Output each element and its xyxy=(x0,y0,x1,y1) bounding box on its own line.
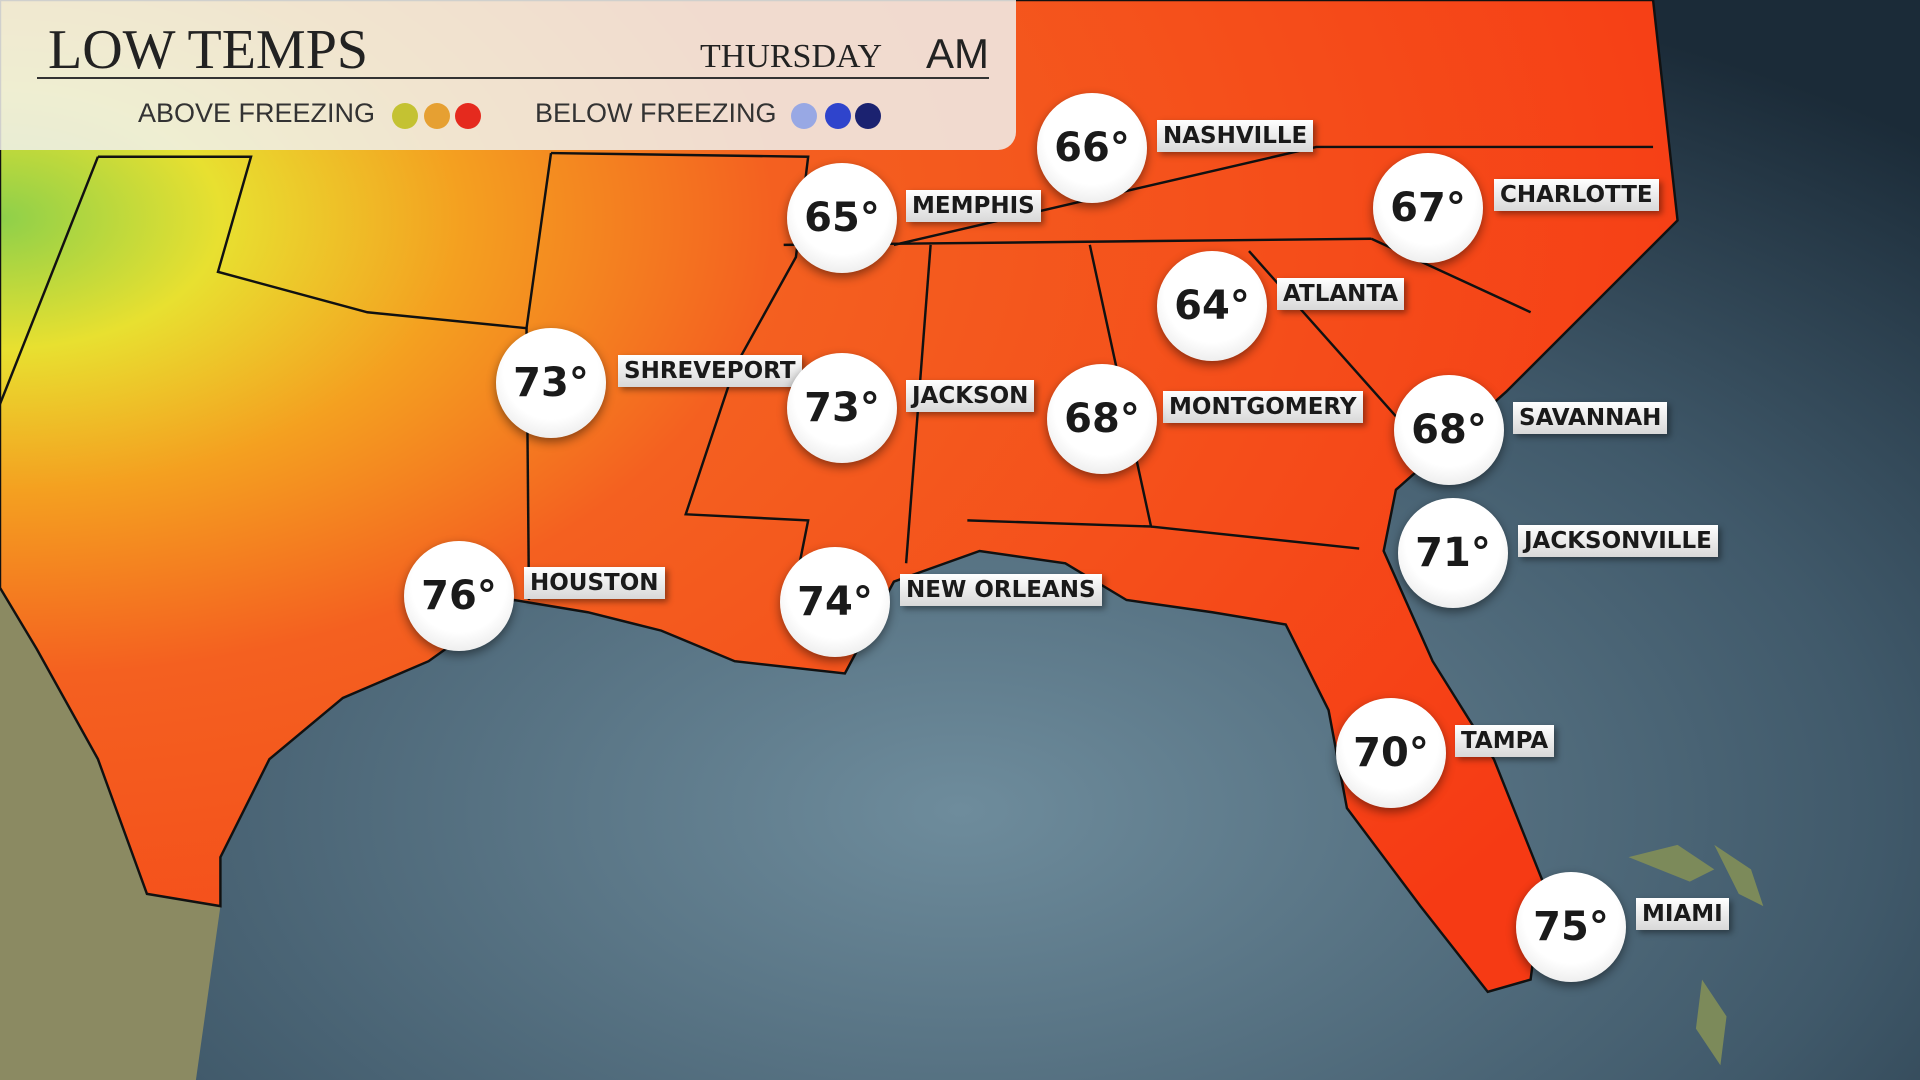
temp-bubble: 64° xyxy=(1157,251,1267,361)
temp-bubble: 76° xyxy=(404,541,514,651)
legend-dot xyxy=(455,103,481,129)
legend-dot xyxy=(424,103,450,129)
legend-label: BELOW FREEZING xyxy=(535,98,777,128)
city-label: MONTGOMERY xyxy=(1163,391,1363,423)
city-label: CHARLOTTE xyxy=(1494,179,1659,211)
city-label: ATLANTA xyxy=(1277,278,1405,310)
temp-bubble: 73° xyxy=(787,353,897,463)
temp-bubble: 74° xyxy=(780,547,890,657)
temp-bubble: 67° xyxy=(1373,153,1483,263)
city-label: SAVANNAH xyxy=(1513,402,1668,434)
city-label: JACKSONVILLE xyxy=(1518,525,1718,557)
city-label: NASHVILLE xyxy=(1157,120,1314,152)
temp-bubble: 75° xyxy=(1516,872,1626,982)
city-label: TAMPA xyxy=(1455,725,1555,757)
city-label: NEW ORLEANS xyxy=(900,574,1102,606)
temp-bubble: 66° xyxy=(1037,93,1147,203)
legend-dot xyxy=(855,103,881,129)
legend-dot xyxy=(392,103,418,129)
city-label: MIAMI xyxy=(1636,898,1729,930)
legend-label: ABOVE FREEZING xyxy=(138,98,376,128)
temp-bubble: 65° xyxy=(787,163,897,273)
legend-dot xyxy=(791,103,817,129)
city-label: MEMPHIS xyxy=(906,190,1041,222)
temp-bubble: 70° xyxy=(1336,698,1446,808)
temp-bubble: 71° xyxy=(1398,498,1508,608)
legend-dot xyxy=(825,103,851,129)
title: LOW TEMPS xyxy=(48,19,368,81)
city-label: JACKSON xyxy=(906,380,1035,412)
header-rule xyxy=(37,77,989,79)
city-label: HOUSTON xyxy=(524,567,665,599)
period: AM xyxy=(926,30,989,77)
temp-bubble: 68° xyxy=(1394,375,1504,485)
temp-bubble: 73° xyxy=(496,328,606,438)
city-label: SHREVEPORT xyxy=(618,355,802,387)
temp-bubble: 68° xyxy=(1047,364,1157,474)
day: THURSDAY xyxy=(700,38,883,75)
